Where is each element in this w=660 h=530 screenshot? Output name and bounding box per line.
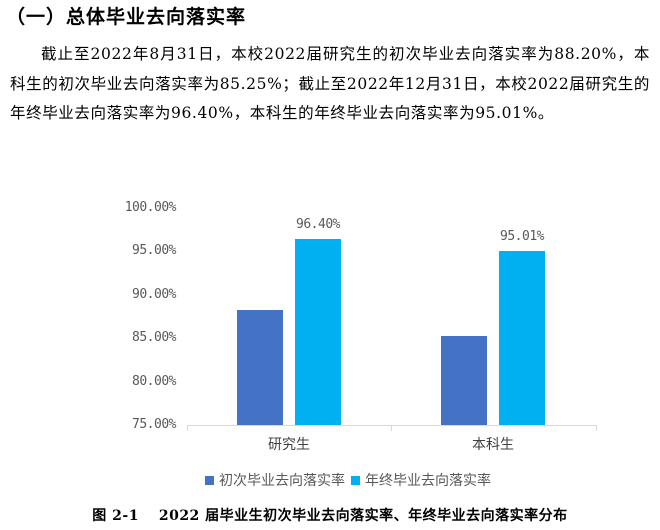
y-tick-label: 95.00% — [132, 243, 176, 258]
bar-chart: 100.00% 95.00% 90.00% 85.00% 80.00% 75.0… — [0, 190, 660, 500]
section-heading: （一）总体毕业去向落实率 — [6, 6, 247, 28]
y-tick-label: 100.00% — [124, 200, 177, 215]
bar-initial — [441, 336, 487, 425]
y-tick-label: 90.00% — [132, 287, 176, 302]
legend-item-yearend: 年终毕业去向落实率 — [351, 470, 491, 490]
x-axis-tick — [596, 425, 597, 431]
legend-item-initial: 初次毕业去向落实率 — [205, 470, 345, 490]
summary-paragraph: 截止至2022年8月31日，本校2022届研究生的初次毕业去向落实率为88.20… — [10, 45, 650, 122]
figure-caption: 图 2-1 2022 届毕业生初次毕业去向落实率、年终毕业去向落实率分布 — [92, 508, 568, 524]
x-axis-tick — [187, 425, 188, 431]
bar-yearend — [295, 239, 341, 425]
y-tick-label: 85.00% — [132, 330, 176, 345]
data-label: 96.40% — [296, 217, 340, 233]
bar-yearend — [499, 251, 545, 425]
x-category-label: 研究生 — [268, 437, 310, 453]
x-axis-tick — [391, 425, 392, 431]
bar-initial — [237, 310, 283, 425]
legend-swatch-icon — [205, 475, 214, 485]
y-tick-label: 75.00% — [132, 417, 176, 432]
y-tick-label: 80.00% — [132, 374, 176, 389]
x-category-label: 本科生 — [472, 437, 514, 453]
chart-legend: 初次毕业去向落实率 年终毕业去向落实率 — [205, 470, 497, 490]
data-label: 95.01% — [500, 229, 544, 245]
legend-swatch-icon — [351, 475, 360, 485]
